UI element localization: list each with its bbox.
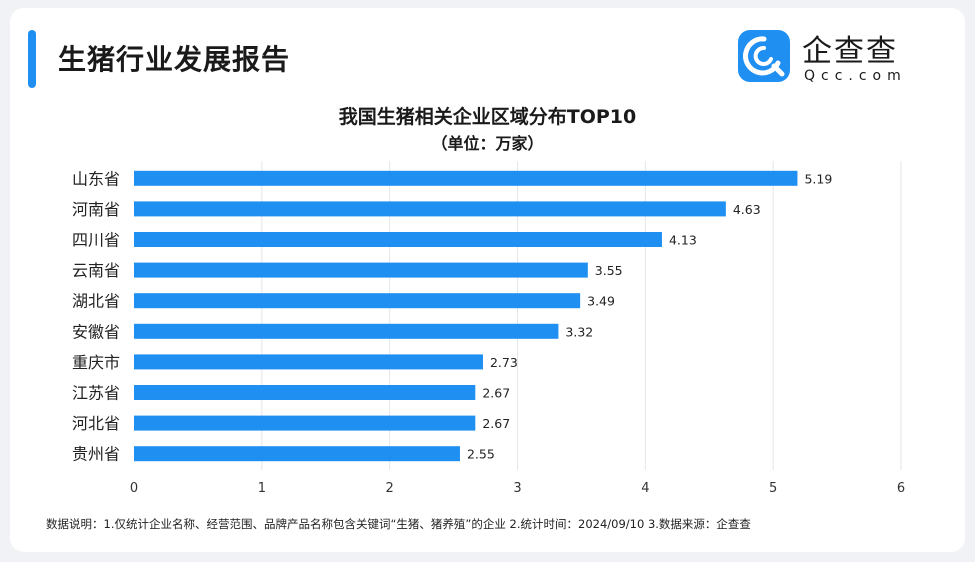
bar — [134, 201, 726, 217]
value-label: 4.13 — [669, 233, 697, 248]
bar — [134, 232, 662, 247]
value-label: 2.73 — [490, 355, 518, 370]
x-tick-label: 4 — [641, 481, 649, 496]
qcc-logo-icon — [738, 30, 790, 82]
value-label: 3.49 — [587, 294, 615, 309]
footnote: 数据说明：1.仅统计企业名称、经营范围、品牌产品名称包含关键词“生猪、猪养殖”的… — [46, 517, 751, 531]
chart-subtitle: （单位：万家） — [431, 134, 544, 153]
x-tick-label: 0 — [130, 481, 138, 496]
bar — [134, 415, 476, 431]
x-tick-label: 1 — [258, 481, 266, 496]
logo-domain: Qcc.com — [804, 68, 907, 84]
x-tick-label: 5 — [769, 481, 777, 496]
value-label: 3.55 — [595, 263, 623, 278]
bar — [134, 323, 559, 339]
category-label: 云南省 — [72, 261, 120, 280]
x-tick-label: 2 — [386, 481, 394, 496]
bar — [134, 446, 460, 462]
value-label: 2.67 — [482, 416, 510, 431]
logo-name: 企查查 — [802, 34, 898, 69]
bar — [134, 170, 798, 186]
bar — [134, 385, 476, 400]
bar — [134, 262, 588, 278]
category-label: 安徽省 — [72, 322, 120, 341]
category-label: 江苏省 — [72, 384, 120, 403]
chart-title: 我国生猪相关企业区域分布TOP10 — [338, 106, 637, 128]
bar — [134, 293, 581, 309]
value-label: 4.63 — [733, 202, 761, 217]
report-title: 生猪行业发展报告 — [58, 43, 291, 76]
category-label: 四川省 — [72, 231, 120, 250]
report-card — [10, 8, 965, 552]
x-tick-label: 3 — [513, 481, 521, 496]
title-accent-bar — [28, 30, 36, 88]
category-label: 贵州省 — [72, 445, 120, 464]
value-label: 2.55 — [467, 447, 495, 462]
category-label: 重庆市 — [72, 353, 120, 372]
category-label: 湖北省 — [72, 292, 120, 311]
bar — [134, 354, 483, 370]
value-label: 5.19 — [804, 171, 832, 186]
category-label: 山东省 — [72, 169, 120, 188]
category-label: 河南省 — [72, 200, 120, 219]
brand-logo: 企查查 Qcc.com — [738, 26, 938, 92]
value-label: 3.32 — [565, 324, 593, 339]
x-tick-label: 6 — [897, 481, 905, 496]
category-label: 河北省 — [72, 414, 120, 433]
value-label: 2.67 — [482, 386, 510, 401]
